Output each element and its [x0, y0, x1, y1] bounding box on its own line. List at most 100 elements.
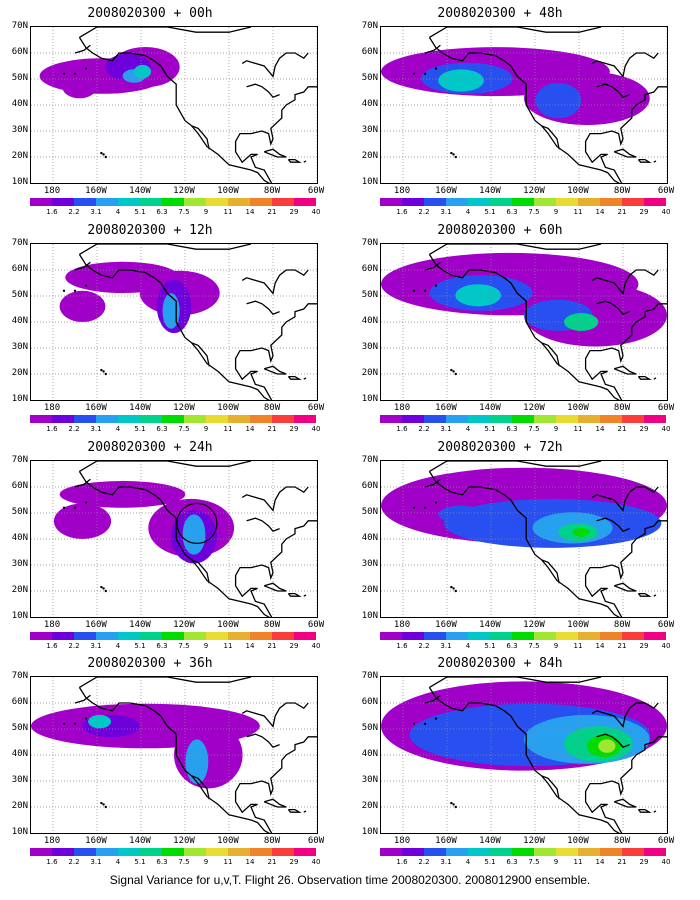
variance-contour: [53, 503, 112, 539]
colorbar: [30, 632, 316, 640]
longitude-label: 100W: [217, 186, 239, 196]
colorbar-label: 9: [203, 858, 209, 866]
coastline: [584, 520, 667, 617]
map-frame: [30, 460, 318, 618]
coastline: [287, 592, 302, 597]
longitude-label: 60W: [657, 620, 675, 630]
island: [450, 801, 453, 805]
panel-title: 2008020300 + 24h: [87, 440, 213, 455]
colorbar-swatch: [184, 632, 206, 640]
latitude-label: 40N: [11, 99, 28, 109]
longitude-label: 180: [43, 403, 61, 413]
longitude-label: 160W: [435, 403, 457, 413]
colorbar-swatch: [534, 415, 556, 423]
colorbar-label: 29: [639, 642, 649, 650]
coastline: [584, 86, 667, 183]
coastline: [591, 52, 659, 78]
colorbar-label: 40: [661, 642, 671, 650]
coastline: [596, 733, 630, 748]
latitude-label: 60N: [361, 697, 378, 707]
coastline: [428, 471, 620, 617]
variance-contour: [59, 290, 106, 322]
coastline: [78, 471, 270, 617]
colorbar-swatch: [490, 198, 512, 206]
latitude-label: 20N: [11, 151, 28, 161]
longitude-label: 180: [43, 836, 61, 846]
variance-contour: [535, 82, 582, 119]
colorbar-label: 21: [267, 642, 277, 650]
longitude-label: 100W: [567, 620, 589, 630]
colorbar-swatch: [578, 632, 600, 640]
coastline: [74, 261, 91, 271]
longitude-label: 160W: [85, 186, 107, 196]
colorbar-labels: 1.6 2.2 3.1 4 5.1 6.3 7.5 9 11 14 21 29 40: [30, 858, 320, 868]
colorbar-swatch: [272, 415, 294, 423]
coastline: [246, 733, 280, 748]
variance-map: [31, 244, 317, 400]
colorbar-swatch: [380, 632, 402, 640]
island: [423, 289, 427, 292]
colorbar-label: 9: [203, 642, 209, 650]
variance-map: [381, 27, 667, 183]
colorbar-label: 9: [553, 858, 559, 866]
island: [84, 717, 88, 720]
colorbar-swatch: [294, 415, 316, 423]
coastline: [424, 44, 441, 54]
colorbar-label: 14: [245, 208, 255, 216]
colorbar-label: 4: [115, 642, 121, 650]
colorbar-swatch: [446, 198, 468, 206]
colorbar-label: 2.2: [418, 425, 430, 433]
island: [434, 717, 438, 720]
colorbar-label: 4: [465, 642, 471, 650]
coastline: [424, 478, 441, 488]
variance-contour: [455, 284, 502, 307]
coastline: [429, 27, 602, 38]
colorbar-swatch: [644, 632, 666, 640]
latitude-label: 50N: [361, 73, 378, 83]
colorbar-swatch: [96, 848, 118, 856]
colorbar-label: 7.5: [528, 642, 540, 650]
colorbar-swatch: [118, 848, 140, 856]
coastline: [541, 559, 560, 584]
colorbar-label: 3.1: [90, 425, 102, 433]
coastline: [429, 244, 602, 255]
latitude-label: 20N: [361, 801, 378, 811]
colorbar-label: 6.3: [156, 208, 168, 216]
latitude-label: 50N: [11, 290, 28, 300]
island: [73, 289, 77, 292]
colorbar-label: 40: [311, 858, 321, 866]
colorbar-label: 29: [639, 425, 649, 433]
island: [434, 67, 438, 70]
longitude-label: 140W: [129, 836, 151, 846]
colorbar-swatch: [74, 848, 96, 856]
colorbar-label: 14: [245, 425, 255, 433]
colorbar-label: 7.5: [528, 208, 540, 216]
colorbar-swatch: [184, 415, 206, 423]
longitude-label: 120W: [523, 186, 545, 196]
colorbar-label: 9: [553, 642, 559, 650]
coastline: [234, 736, 317, 833]
longitude-label: 180: [393, 186, 411, 196]
variance-contour: [185, 739, 209, 784]
colorbar-label: 3.1: [440, 208, 452, 216]
latitude-label: 60N: [361, 481, 378, 491]
colorbar-swatch: [206, 848, 228, 856]
longitude-label: 60W: [657, 403, 675, 413]
longitude-label: 100W: [217, 620, 239, 630]
panel-title: 2008020300 + 48h: [437, 6, 563, 21]
island: [454, 589, 457, 593]
colorbar-swatch: [250, 415, 272, 423]
coastline: [653, 594, 657, 597]
coastline: [241, 486, 309, 512]
longitude-label: 80W: [613, 620, 631, 630]
longitude-label: 80W: [613, 836, 631, 846]
variance-contour: [438, 505, 484, 524]
latitude-label: 60N: [361, 264, 378, 274]
colorbar-swatch: [600, 848, 622, 856]
colorbar-swatch: [622, 632, 644, 640]
latitude-label: 70N: [11, 21, 28, 31]
panel-title: 2008020300 + 60h: [437, 223, 563, 238]
colorbar-swatch: [74, 632, 96, 640]
variance-contour: [59, 481, 186, 508]
island: [104, 372, 108, 376]
